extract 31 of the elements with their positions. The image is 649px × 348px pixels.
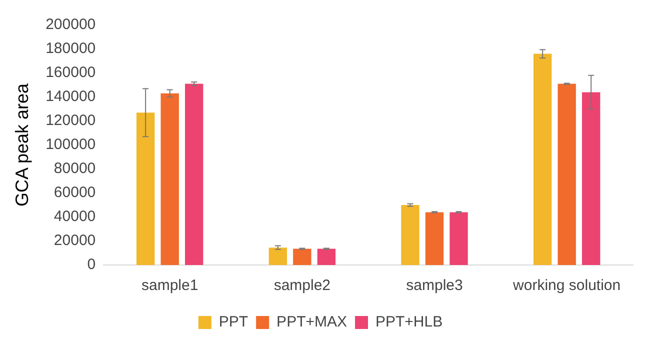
legend-label: PPT xyxy=(218,314,248,331)
bar xyxy=(184,84,204,265)
y-axis-title: GCA peak area xyxy=(12,82,32,207)
y-tick-label: 160000 xyxy=(46,64,96,82)
legend-label: PPT+HLB xyxy=(376,314,443,331)
bar xyxy=(160,93,179,265)
x-tick-label: working solution xyxy=(512,277,621,294)
y-tick-label: 60000 xyxy=(54,184,96,202)
x-tick-label: sample2 xyxy=(274,277,331,294)
bar xyxy=(425,212,444,265)
bar xyxy=(450,212,468,265)
y-tick-label: 100000 xyxy=(46,136,96,154)
bar xyxy=(317,248,336,265)
y-tick-label: 120000 xyxy=(46,112,96,130)
y-tick-label: 80000 xyxy=(54,160,96,178)
bar xyxy=(582,92,600,265)
y-tick-label: 0 xyxy=(87,256,96,274)
bar xyxy=(293,248,312,265)
bar xyxy=(268,248,287,265)
x-tick-label: sample3 xyxy=(406,277,463,294)
y-tick-label: 20000 xyxy=(54,232,96,250)
y-tick-label: 40000 xyxy=(54,208,96,226)
y-tick-label: 200000 xyxy=(46,16,96,34)
x-tick-label: sample1 xyxy=(141,277,198,294)
bar xyxy=(533,54,552,265)
legend-label: PPT+MAX xyxy=(276,314,347,331)
bar xyxy=(558,84,576,265)
y-tick-label: 180000 xyxy=(46,40,96,58)
bar xyxy=(401,205,420,265)
y-tick-label: 140000 xyxy=(46,88,96,106)
bar xyxy=(136,112,155,265)
